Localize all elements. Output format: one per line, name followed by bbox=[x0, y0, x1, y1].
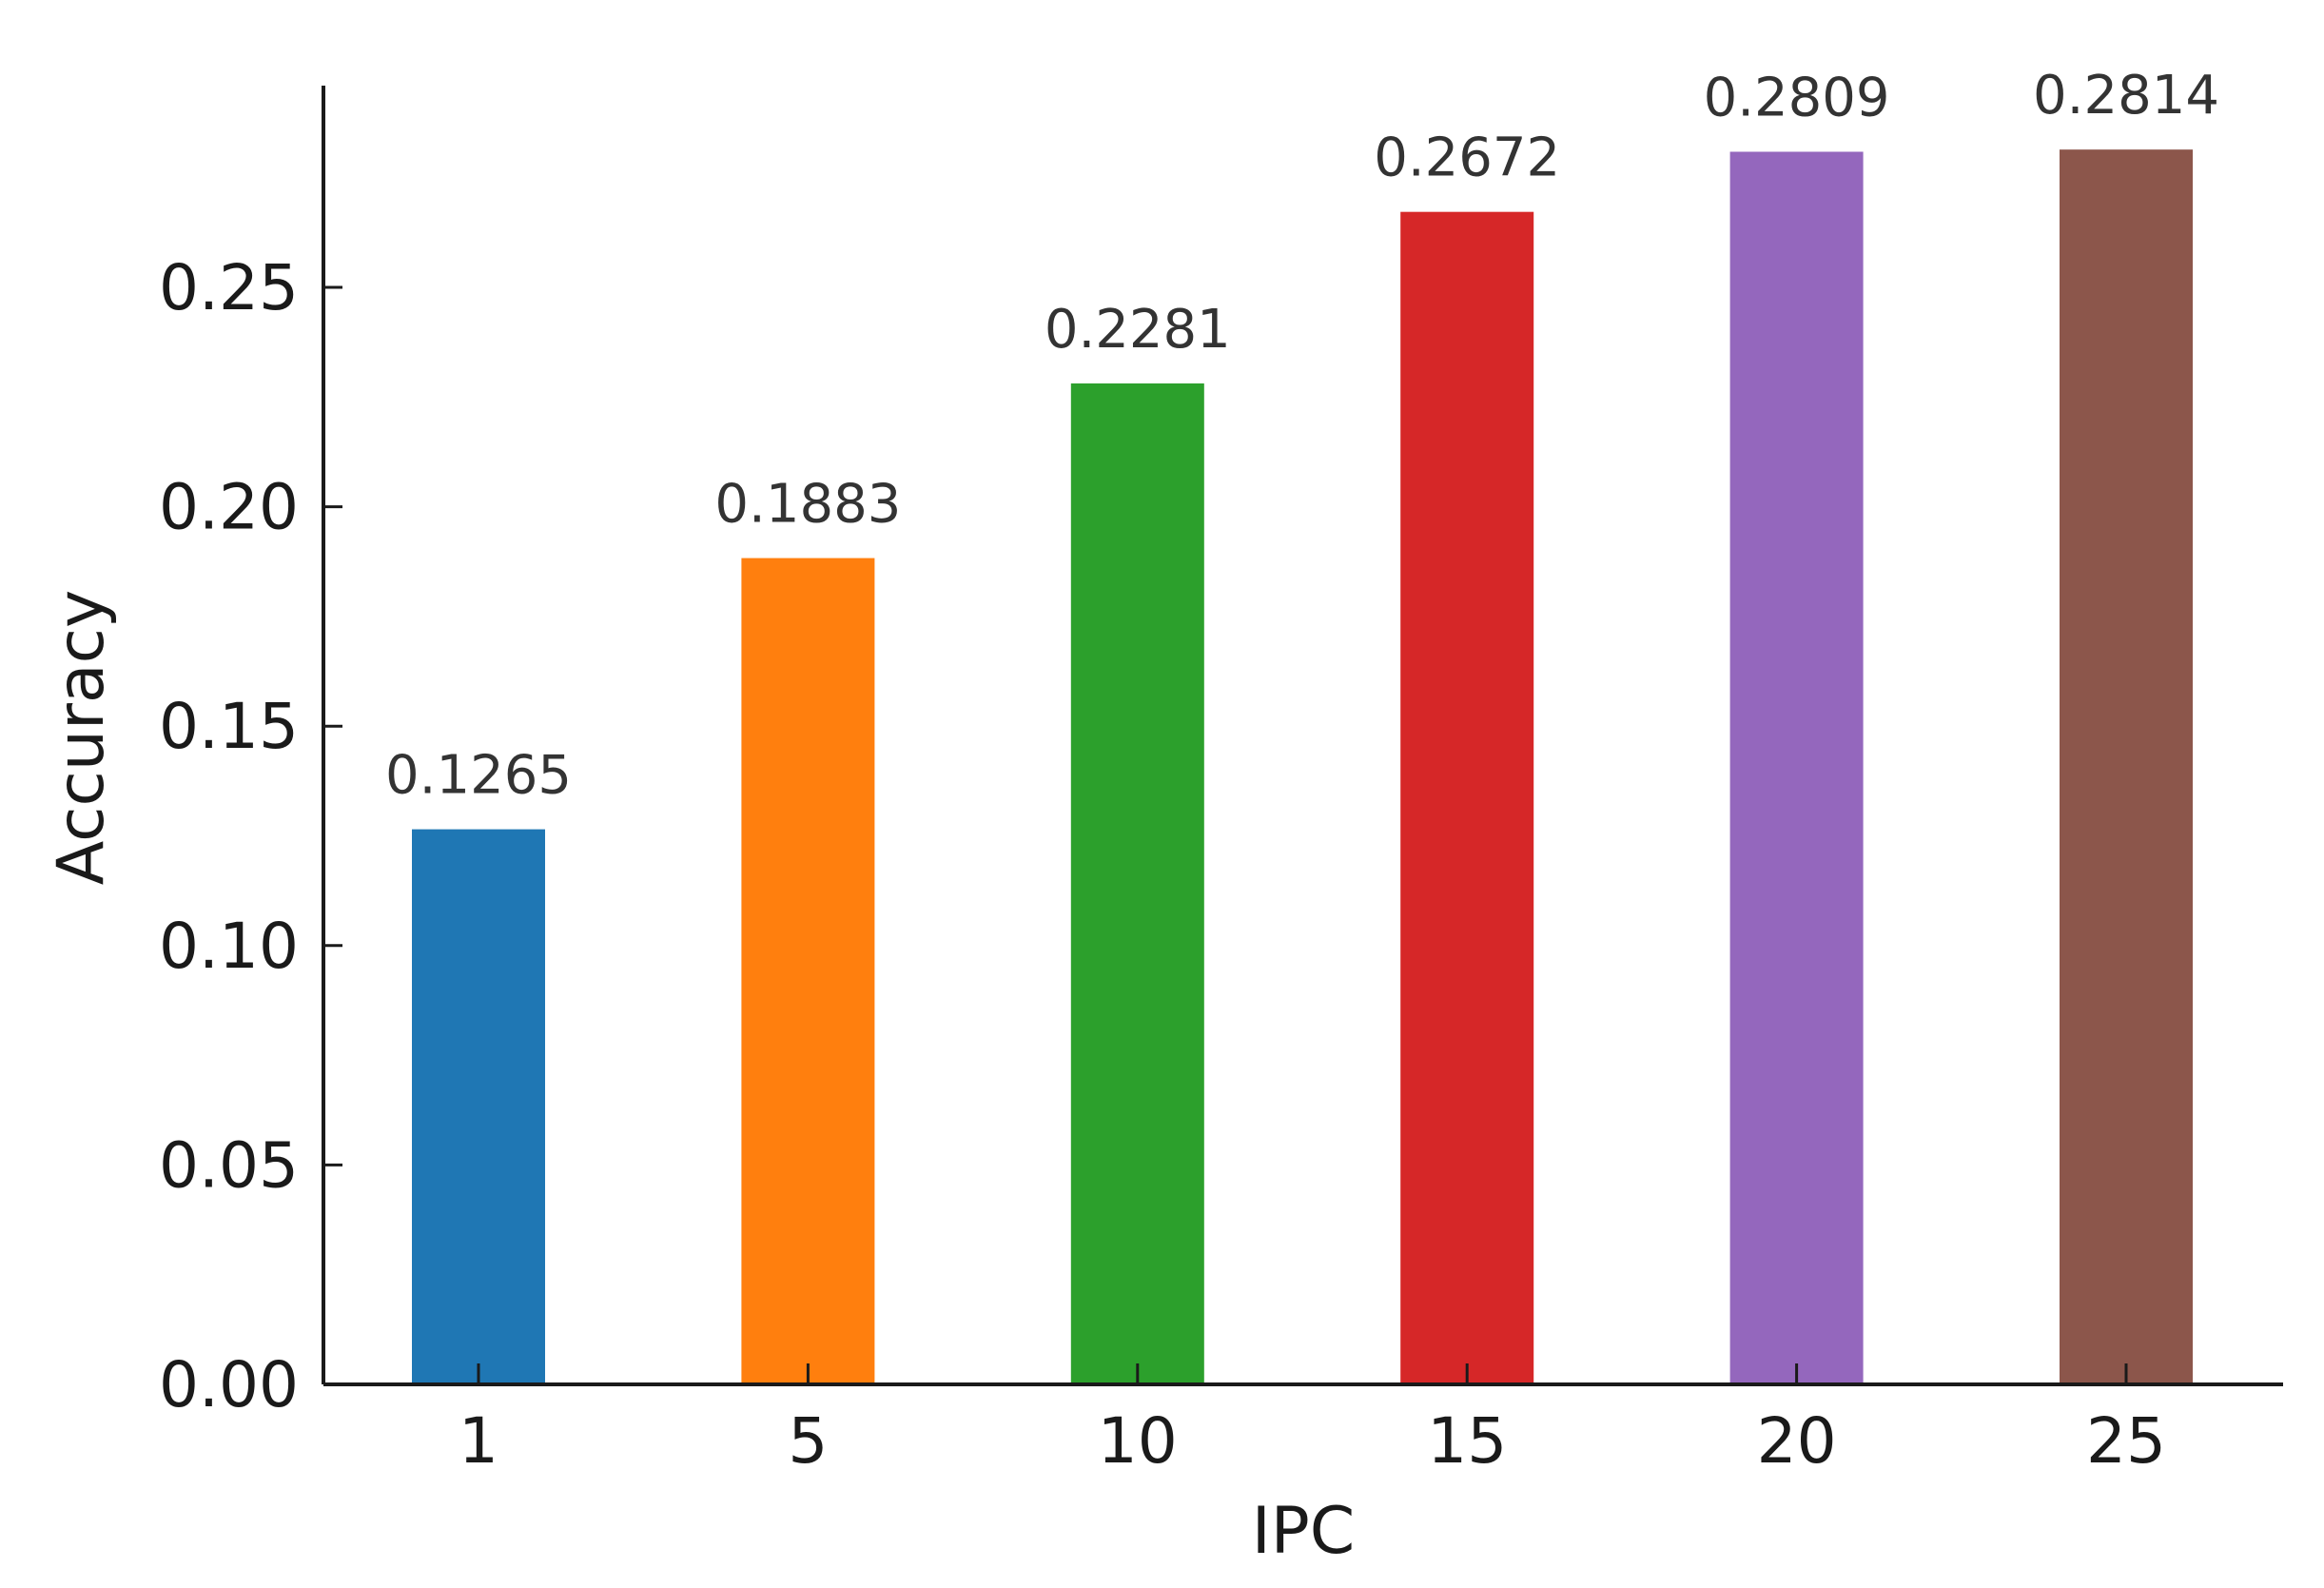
data-label-1: 0.1265 bbox=[385, 745, 572, 807]
data-label-15: 0.2672 bbox=[1374, 127, 1560, 189]
y-tick-label-0.00: 0.00 bbox=[159, 1348, 299, 1421]
bar-25 bbox=[2060, 149, 2193, 1384]
bar-5 bbox=[741, 558, 875, 1384]
data-label-20: 0.2809 bbox=[1704, 67, 1890, 128]
x-axis-title: IPC bbox=[1252, 1494, 1356, 1569]
axes-layer: 1 5 10 15 20 250.000.050.100.150.200.25 bbox=[159, 86, 2283, 1478]
y-tick-label-0.05: 0.05 bbox=[159, 1128, 299, 1202]
y-tick-label-0.10: 0.10 bbox=[159, 910, 299, 983]
bars-layer bbox=[412, 149, 2193, 1385]
bar-1 bbox=[412, 829, 545, 1384]
x-tick-label-20: 20 bbox=[1757, 1404, 1837, 1478]
y-tick-label-0.15: 0.15 bbox=[159, 690, 299, 763]
x-tick-label-5: 5 bbox=[788, 1404, 828, 1478]
bar-10 bbox=[1070, 383, 1204, 1384]
data-label-5: 0.1883 bbox=[714, 474, 901, 536]
bar-20 bbox=[1729, 151, 1864, 1384]
y-axis-title: Accuracy bbox=[44, 590, 119, 885]
data-labels-layer: 0.1265 0.1883 0.2281 0.2672 0.2809 0.2814 bbox=[385, 65, 2219, 806]
x-tick-label-1: 1 bbox=[459, 1404, 498, 1478]
x-tick-label-15: 15 bbox=[1427, 1404, 1507, 1478]
x-tick-label-25: 25 bbox=[2086, 1404, 2166, 1478]
x-tick-label-10: 10 bbox=[1098, 1404, 1178, 1478]
data-label-25: 0.2814 bbox=[2033, 65, 2219, 127]
y-tick-label-0.20: 0.20 bbox=[159, 471, 299, 544]
bar-15 bbox=[1400, 211, 1534, 1385]
y-tick-label-0.25: 0.25 bbox=[159, 251, 299, 324]
data-label-10: 0.2281 bbox=[1045, 299, 1231, 361]
